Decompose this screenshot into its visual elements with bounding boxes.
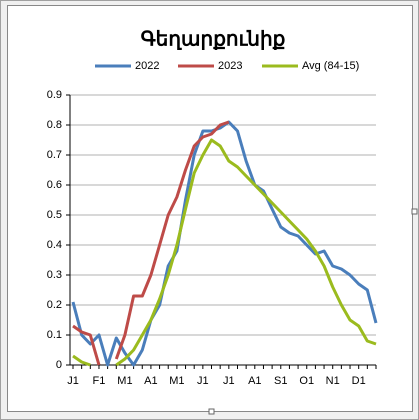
- x-tick-label: O1: [299, 375, 314, 387]
- series-line: [72, 120, 230, 366]
- chart-title: Գեղարքունիք: [141, 28, 286, 50]
- resize-handle: [208, 408, 215, 415]
- y-tick-label: 0: [56, 359, 62, 371]
- y-tick-label: 0.1: [47, 329, 62, 341]
- y-tick-label: 0.6: [47, 179, 62, 191]
- series-line: [72, 138, 377, 367]
- y-tick-label: 0.9: [47, 89, 62, 101]
- y-tick-label: 0.2: [47, 299, 62, 311]
- legend-label: 2022: [135, 60, 159, 72]
- x-tick-label: A1: [248, 375, 261, 387]
- y-tick-label: 0.7: [47, 149, 62, 161]
- x-tick-label: A1: [144, 375, 157, 387]
- resize-handle: [411, 208, 418, 215]
- chart-area: [7, 5, 413, 412]
- y-tick-label: 0.4: [47, 239, 62, 251]
- x-tick-label: F1: [93, 375, 106, 387]
- x-tick-label: J1: [223, 375, 235, 387]
- x-tick-label: D1: [352, 375, 366, 387]
- x-tick-label: J1: [67, 375, 79, 387]
- y-tick-label: 0.8: [47, 119, 62, 131]
- x-tick-label: S1: [274, 375, 287, 387]
- y-tick-label: 0.3: [47, 269, 62, 281]
- x-tick-label: J1: [197, 375, 209, 387]
- x-tick-label: N1: [326, 375, 340, 387]
- legend-label: 2023: [218, 60, 242, 72]
- x-tick-label: M1: [169, 375, 184, 387]
- y-tick-label: 0.5: [47, 209, 62, 221]
- legend-label: Avg (84-15): [302, 60, 359, 72]
- x-tick-label: M1: [117, 375, 132, 387]
